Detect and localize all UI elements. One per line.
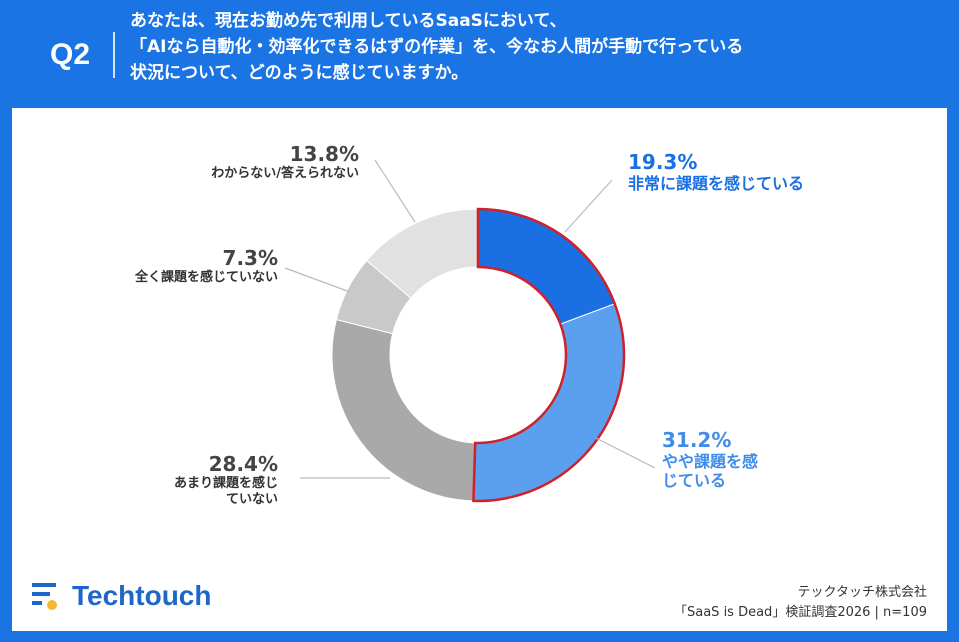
label-slice-2: 28.4% あまり課題を感じていない [168, 452, 278, 507]
leader-line-0 [564, 179, 613, 233]
leader-line-1 [595, 437, 656, 469]
chart-panel [12, 108, 947, 631]
leader-line-3 [284, 267, 351, 293]
label-slice-3: 7.3% 全く課題を感じていない [135, 246, 278, 286]
question-text: あなたは、現在お勤め先で利用しているSaaSにおいて、 「AIなら自動化・効率化… [130, 11, 744, 83]
category-label: あまり課題を感じていない [173, 476, 278, 507]
label-slice-1: 31.2% やや課題を感じている [662, 428, 762, 490]
brand-name: Techtouch [72, 580, 212, 611]
question-number: Q2 [50, 38, 91, 71]
value-label: 13.8% [289, 142, 359, 166]
value-label: 31.2% [662, 428, 732, 452]
category-label: 非常に課題を感じている [628, 174, 805, 193]
slice-1 [472, 303, 625, 502]
techtouch-logo: Techtouch [32, 580, 211, 612]
category-label: やや課題を感じている [662, 452, 759, 491]
company-name: テックタッチ株式会社 [797, 585, 927, 600]
label-slice-4: 13.8% わからない/答えられない [211, 142, 359, 182]
category-label: 全く課題を感じていない [134, 270, 278, 285]
label-slice-0: 19.3% 非常に課題を感じている [628, 150, 804, 193]
value-label: 19.3% [628, 150, 698, 174]
value-label: 7.3% [222, 246, 278, 270]
category-label: わからない/答えられない [211, 166, 359, 181]
divider [113, 32, 115, 78]
survey-info: 「SaaS is Dead」検証調査2026 | n=109 [674, 605, 927, 620]
footer-credits: テックタッチ株式会社 「SaaS is Dead」検証調査2026 | n=10… [674, 583, 927, 623]
leader-line-4 [374, 159, 416, 223]
value-label: 28.4% [208, 452, 278, 476]
logo-icon [32, 583, 57, 610]
highlight-outline [472, 207, 626, 503]
slice-2 [331, 318, 476, 502]
